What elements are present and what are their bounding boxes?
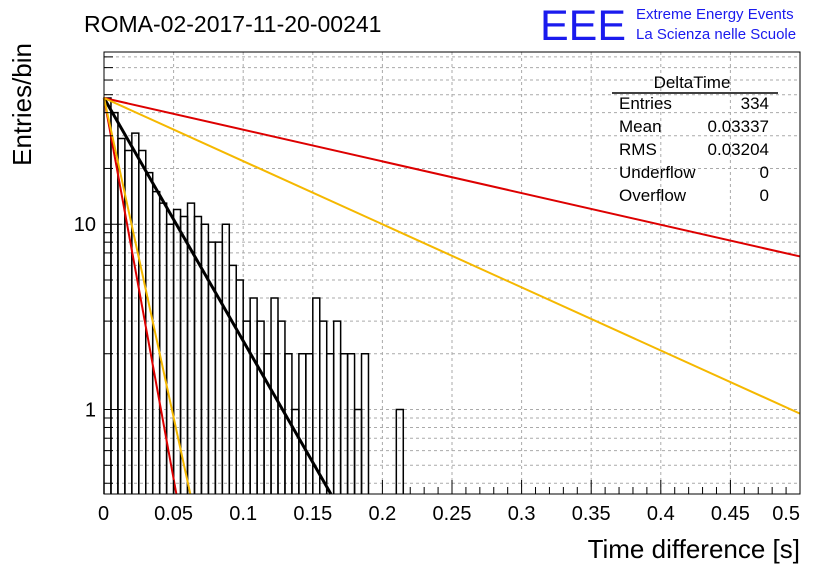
histogram — [103, 97, 405, 494]
x-tick-label: 0.3 — [508, 503, 536, 525]
histogram-bin — [353, 408, 363, 494]
histogram-bin — [346, 352, 356, 494]
stats-title: DeltaTime — [654, 73, 731, 92]
stats-row-value: 0.03204 — [708, 140, 769, 159]
fit-line — [103, 97, 801, 258]
histogram-bin — [291, 408, 300, 494]
stats-row-label: RMS — [619, 140, 657, 159]
x-tick-label: 0.1 — [229, 503, 257, 525]
x-tick-label: 0.15 — [293, 503, 332, 525]
axis-ticks — [103, 56, 801, 494]
x-tick-label: 0.05 — [154, 503, 193, 525]
stats-row-label: Entries — [619, 94, 672, 113]
histogram-bin — [305, 352, 314, 494]
histogram-bin — [200, 223, 210, 494]
histogram-bin — [395, 408, 405, 494]
histogram-bin — [131, 132, 140, 494]
stats-row-value: 334 — [741, 94, 769, 113]
fit-line — [103, 97, 178, 495]
x-axis-label: Time difference [s] — [588, 534, 800, 564]
histogram-bin — [228, 264, 237, 494]
x-tick-label: 0.5 — [772, 503, 800, 525]
histogram-bin — [298, 352, 307, 494]
x-tick-label: 0.2 — [368, 503, 396, 525]
histogram-bin — [332, 320, 342, 494]
x-tick-label: 0 — [98, 503, 109, 525]
stats-row-label: Overflow — [619, 186, 687, 205]
x-tick-label: 0.25 — [433, 503, 472, 525]
histogram-bin — [103, 97, 112, 494]
stats-row-label: Underflow — [619, 163, 696, 182]
histogram-bin — [151, 190, 161, 494]
stats-box: DeltaTime Entries 334 Mean 0.03337 RMS 0.0320… — [612, 73, 778, 205]
chart-title: ROMA-02-2017-11-20-00241 — [84, 11, 381, 37]
histogram-bin — [360, 352, 370, 494]
x-tick-label: 0.35 — [572, 503, 611, 525]
eee-logo-line2: La Scienza nelle Scuole — [636, 26, 796, 43]
x-tick-label: 0.4 — [647, 503, 675, 525]
eee-logo: EEE Extreme Energy Events La Scienza nel… — [540, 2, 796, 50]
fit-line — [103, 97, 801, 415]
y-tick-labels: 1 10 — [74, 214, 96, 421]
histogram-bin — [221, 223, 231, 494]
stats-row-value: 0 — [760, 186, 769, 205]
x-tick-labels: 0 0.05 0.1 0.15 0.2 0.25 0.3 0.35 0.4 0.45 0.5 — [98, 503, 800, 525]
y-tick-label: 1 — [85, 400, 96, 422]
y-tick-label: 10 — [74, 214, 96, 236]
histogram-bin — [165, 223, 175, 494]
stats-row-value: 0 — [760, 163, 769, 182]
fit-line — [103, 97, 192, 495]
histogram-bin — [263, 352, 272, 494]
histogram-bin — [325, 352, 335, 494]
y-axis-label: Entries/bin — [7, 43, 37, 166]
eee-logo-line1: Extreme Energy Events — [636, 6, 794, 23]
histogram-bin — [339, 352, 349, 494]
histogram-bin — [235, 279, 244, 494]
stats-row-value: 0.03337 — [708, 117, 769, 136]
histogram-bin — [172, 208, 182, 494]
eee-logo-mark: EEE — [540, 2, 626, 50]
stats-row-label: Mean — [619, 117, 662, 136]
histogram-bin — [256, 320, 265, 494]
fit-line — [102, 97, 333, 495]
x-tick-label: 0.45 — [711, 503, 750, 525]
histogram-bin — [319, 320, 328, 494]
fit-lines — [102, 97, 801, 495]
histogram-bin — [249, 297, 258, 494]
